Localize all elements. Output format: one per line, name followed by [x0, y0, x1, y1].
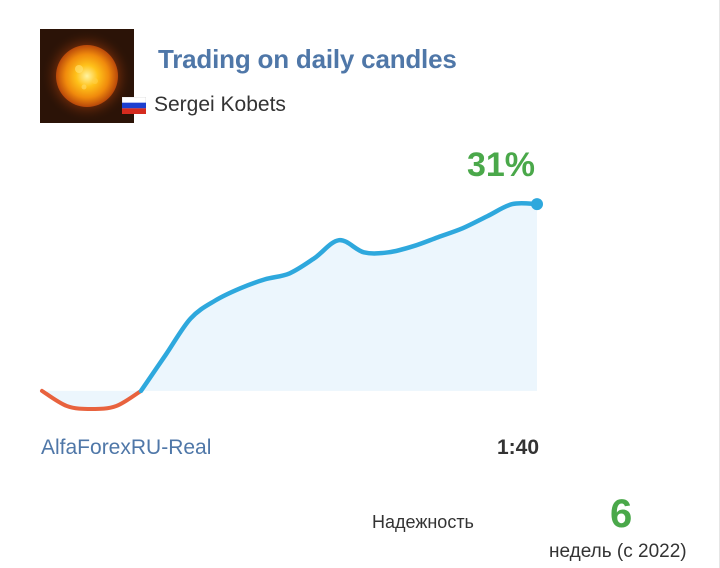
account-link[interactable]: AlfaForexRU-Real: [41, 436, 212, 459]
growth-chart-negative-line: [40, 388, 143, 411]
author-name: Sergei Kobets: [154, 93, 286, 116]
signal-avatar[interactable]: [40, 29, 134, 123]
reliability-period: недель (с 2022): [549, 541, 687, 562]
signal-title[interactable]: Trading on daily candles: [158, 44, 457, 74]
growth-chart: [40, 198, 543, 411]
russia-flag-icon: [122, 96, 146, 114]
reliability-label: Надежность: [372, 512, 474, 532]
growth-chart-end-point: [531, 198, 543, 211]
author-row: Sergei Kobets: [122, 92, 286, 118]
sun-avatar-image: [40, 29, 134, 123]
leverage-value: 1:40: [497, 436, 540, 459]
growth-percent: 31%: [466, 146, 535, 184]
reliability-value: 6: [610, 492, 633, 536]
growth-chart-positive-line: [138, 200, 540, 394]
growth-chart-area: [42, 203, 537, 409]
